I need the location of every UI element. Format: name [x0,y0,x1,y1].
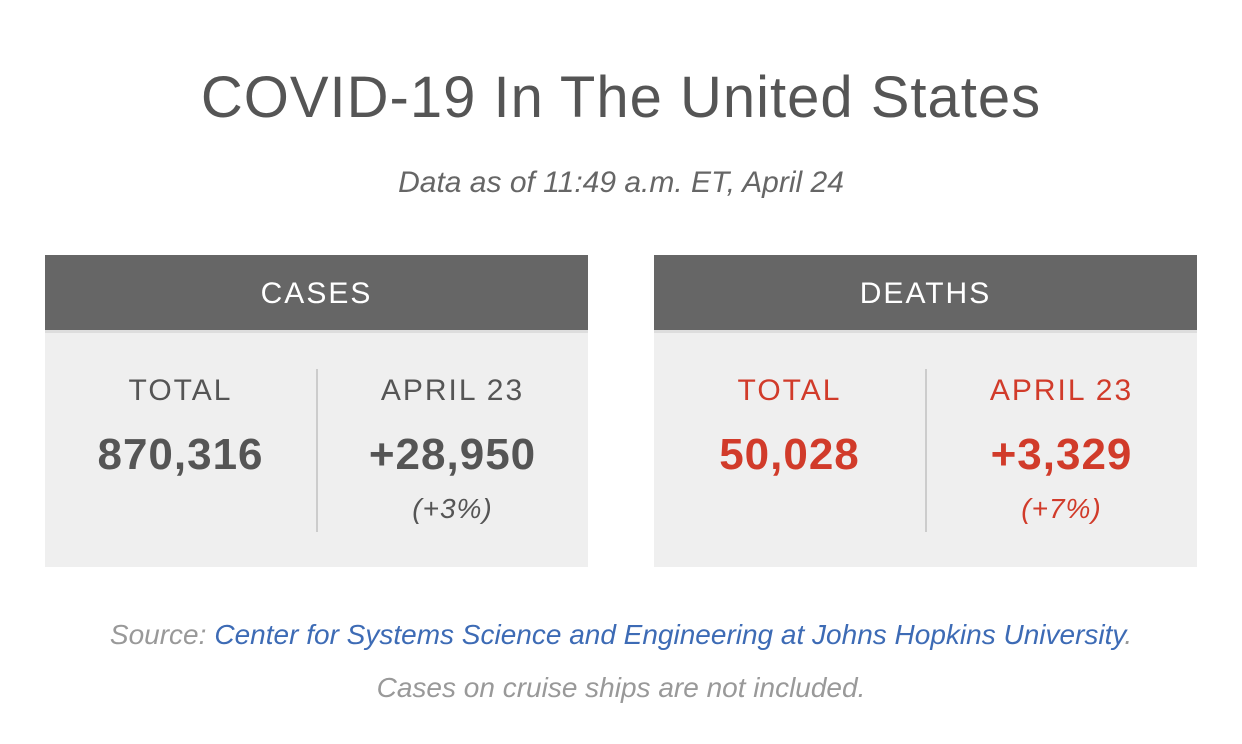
column-label: APRIL 23 [380,374,525,407]
panel-header: CASES [45,255,588,333]
footer: Source: Center for Systems Science and En… [75,608,1167,714]
deaths-panel: DEATHS TOTAL 50,028 APRIL 23 +3,329 (+7%… [654,255,1197,567]
title: COVID-19 In The United States [200,65,1042,130]
column-change: (+3%) [412,493,493,524]
column-label: APRIL 23 [989,374,1134,407]
source-prefix: Source: [109,619,207,650]
column-value: 870,316 [97,430,264,479]
panel-body: TOTAL 870,316 APRIL 23 +28,950 (+3%) [45,333,588,567]
subtitle: Data as of 11:49 a.m. ET, April 24 [398,166,844,199]
column-change: (+7%) [1021,493,1102,524]
footer-note: . Cases on cruise ships are not included… [376,619,1133,703]
panel-body: TOTAL 50,028 APRIL 23 +3,329 (+7%) [654,333,1197,567]
column-value: +28,950 [368,430,537,479]
panel-header: DEATHS [654,255,1197,333]
column-value: 50,028 [719,430,860,479]
divider [925,369,927,532]
column-value: +3,329 [990,430,1133,479]
column-label: TOTAL [128,374,233,407]
column-label: TOTAL [737,374,842,407]
cases-panel: CASES TOTAL 870,316 APRIL 23 +28,950 (+3… [45,255,588,567]
source-link[interactable]: Center for Systems Science and Engineeri… [214,619,1125,650]
divider [316,369,318,532]
